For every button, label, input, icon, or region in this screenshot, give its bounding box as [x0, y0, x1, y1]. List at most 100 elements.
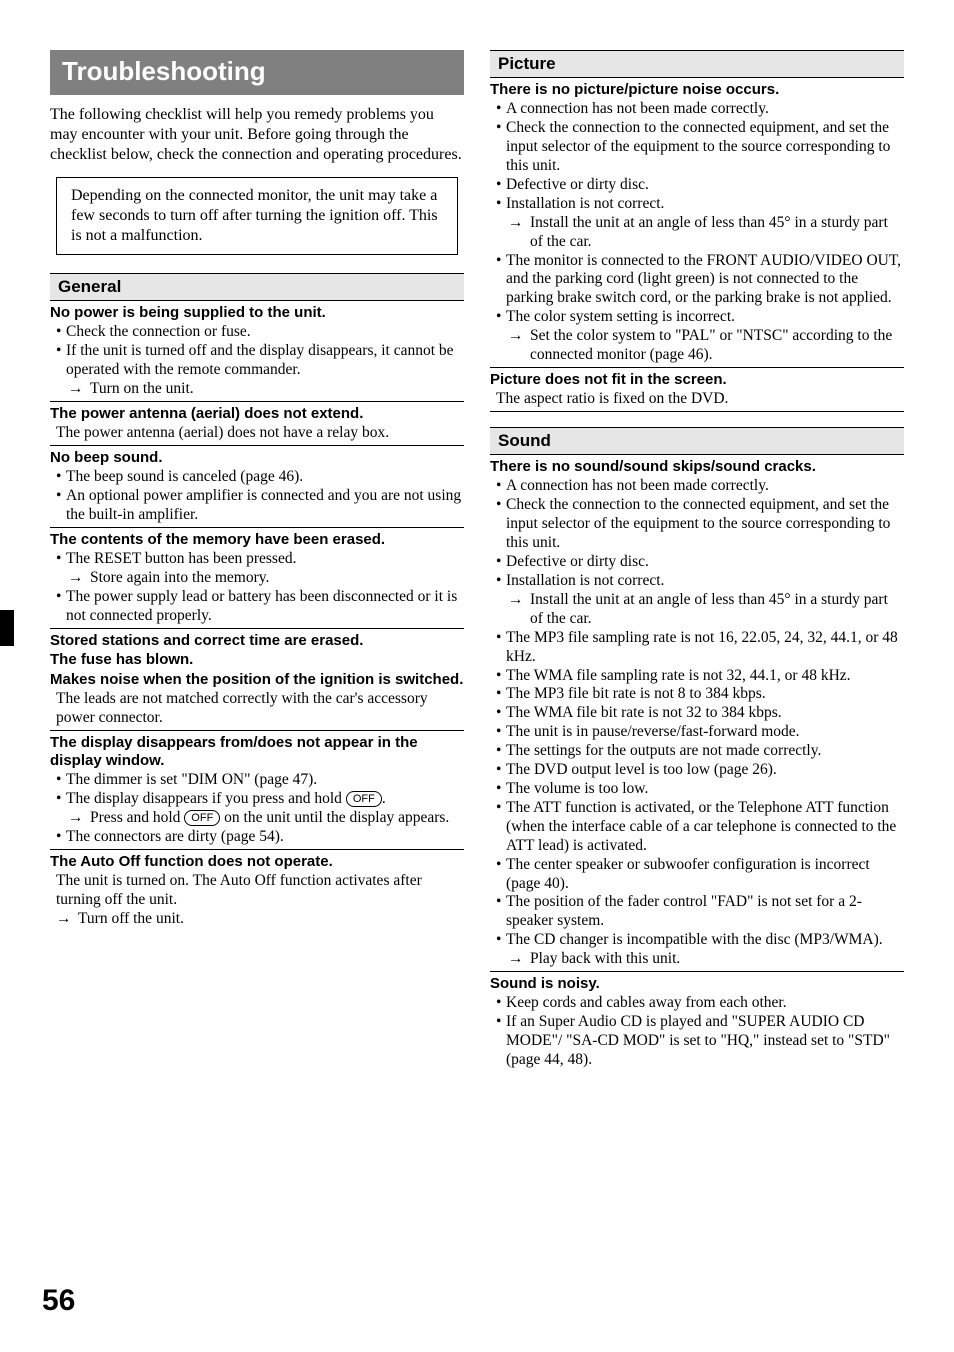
issue-body: The leads are not matched correctly with…: [50, 690, 464, 728]
bullet-icon: •: [56, 342, 66, 380]
bullet-icon: •: [496, 553, 506, 572]
bullet-text: Defective or dirty disc.: [506, 553, 904, 572]
arrow-text: Install the unit at an angle of less tha…: [530, 591, 904, 629]
bullet-text: The center speaker or subwoofer configur…: [506, 856, 904, 894]
bullet-text: Installation is not correct.: [506, 572, 904, 591]
bullet-icon: •: [56, 588, 66, 626]
issue-memory-erased: The contents of the memory have been era…: [50, 531, 464, 629]
bullet-text: Check the connection or fuse.: [66, 323, 464, 342]
bullet-icon: •: [56, 771, 66, 790]
issue-antenna: The power antenna (aerial) does not exte…: [50, 405, 464, 446]
issue-body: •Check the connection or fuse. •If the u…: [50, 323, 464, 399]
bullet-text: Defective or dirty disc.: [506, 176, 904, 195]
issue-title: The power antenna (aerial) does not exte…: [50, 405, 464, 423]
bullet-text: Check the connection to the connected eq…: [506, 119, 904, 176]
issue-body: •The RESET button has been pressed. →Sto…: [50, 550, 464, 626]
bullet-text: A connection has not been made correctly…: [506, 100, 904, 119]
issue-text: The power antenna (aerial) does not have…: [56, 424, 464, 443]
bullet-icon: •: [56, 468, 66, 487]
issue-title: There is no picture/picture noise occurs…: [490, 81, 904, 99]
bullet-text: Installation is not correct.: [506, 195, 904, 214]
issue-title: Stored stations and correct time are era…: [50, 632, 464, 650]
bullet-text: The WMA file bit rate is not 32 to 384 k…: [506, 704, 904, 723]
bullet-text: The beep sound is canceled (page 46).: [66, 468, 464, 487]
bullet-icon: •: [496, 176, 506, 195]
bullet-text: The display disappears if you press and …: [66, 790, 464, 809]
bullet-text: A connection has not been made correctly…: [506, 477, 904, 496]
page-title: Troubleshooting: [50, 50, 464, 95]
issue-title: The contents of the memory have been era…: [50, 531, 464, 549]
issue-title: Makes noise when the position of the ign…: [50, 671, 464, 689]
bullet-icon: •: [496, 252, 506, 309]
arrow-icon: →: [68, 569, 90, 588]
left-column: Troubleshooting The following checklist …: [50, 50, 464, 1075]
bullet-text: The WMA file sampling rate is not 32, 44…: [506, 667, 904, 686]
arrow-text: Turn off the unit.: [78, 910, 464, 929]
bullet-icon: •: [496, 496, 506, 553]
bullet-icon: •: [496, 994, 506, 1013]
arrow-icon: →: [508, 214, 530, 252]
issue-title: The display disappears from/does not app…: [50, 734, 464, 771]
bullet-icon: •: [56, 323, 66, 342]
issue-title: No beep sound.: [50, 449, 464, 467]
issue-body: •The dimmer is set "DIM ON" (page 47). •…: [50, 771, 464, 847]
bullet-text: The power supply lead or battery has bee…: [66, 588, 464, 626]
bullet-text: The color system setting is incorrect.: [506, 308, 904, 327]
issue-text: The unit is turned on. The Auto Off func…: [56, 872, 464, 910]
page-number: 56: [42, 1284, 75, 1318]
bullet-icon: •: [496, 119, 506, 176]
bullet-icon: •: [56, 550, 66, 569]
bullet-icon: •: [496, 572, 506, 591]
bullet-text: The DVD output level is too low (page 26…: [506, 761, 904, 780]
issue-body: •Keep cords and cables away from each ot…: [490, 994, 904, 1070]
issue-title: No power is being supplied to the unit.: [50, 304, 464, 322]
issue-body: •A connection has not been made correctl…: [490, 100, 904, 365]
bullet-icon: •: [496, 742, 506, 761]
content-wrapper: Troubleshooting The following checklist …: [50, 50, 904, 1075]
section-general: General: [50, 273, 464, 301]
arrow-icon: →: [68, 809, 90, 828]
bullet-text: Check the connection to the connected eq…: [506, 496, 904, 553]
issue-body: •A connection has not been made correctl…: [490, 477, 904, 969]
bullet-text: The position of the fader control "FAD" …: [506, 893, 904, 931]
arrow-icon: →: [68, 380, 90, 399]
bullet-text: The MP3 file sampling rate is not 16, 22…: [506, 629, 904, 667]
text-part: Press and hold: [90, 809, 184, 826]
bullet-icon: •: [496, 685, 506, 704]
text-part: on the unit until the display appears.: [220, 809, 449, 826]
page-edge-tab: [0, 610, 14, 646]
arrow-text: Set the color system to "PAL" or "NTSC" …: [530, 327, 904, 365]
arrow-icon: →: [508, 591, 530, 629]
issue-title: The fuse has blown.: [50, 651, 464, 669]
arrow-text: Turn on the unit.: [90, 380, 464, 399]
arrow-text: Install the unit at an angle of less tha…: [530, 214, 904, 252]
issue-no-picture: There is no picture/picture noise occurs…: [490, 81, 904, 368]
issue-body: The power antenna (aerial) does not have…: [50, 424, 464, 443]
bullet-text: The MP3 file bit rate is not 8 to 384 kb…: [506, 685, 904, 704]
issue-title: Picture does not fit in the screen.: [490, 371, 904, 389]
bullet-icon: •: [496, 100, 506, 119]
arrow-icon: →: [508, 327, 530, 365]
bullet-icon: •: [56, 828, 66, 847]
bullet-icon: •: [496, 931, 506, 950]
text-part: .: [382, 790, 386, 807]
issue-stored-stations: Stored stations and correct time are era…: [50, 632, 464, 731]
issue-body: The aspect ratio is fixed on the DVD.: [490, 390, 904, 409]
bullet-text: The RESET button has been pressed.: [66, 550, 464, 569]
intro-text: The following checklist will help you re…: [50, 105, 464, 165]
bullet-icon: •: [496, 1013, 506, 1070]
bullet-icon: •: [496, 629, 506, 667]
right-column: Picture There is no picture/picture nois…: [490, 50, 904, 1075]
arrow-text: Press and hold OFF on the unit until the…: [90, 809, 464, 828]
bullet-text: The connectors are dirty (page 54).: [66, 828, 464, 847]
issue-auto-off: The Auto Off function does not operate. …: [50, 853, 464, 931]
bullet-text: The dimmer is set "DIM ON" (page 47).: [66, 771, 464, 790]
bullet-text: An optional power amplifier is connected…: [66, 487, 464, 525]
bullet-icon: •: [496, 780, 506, 799]
issue-no-beep: No beep sound. •The beep sound is cancel…: [50, 449, 464, 528]
off-button-icon: OFF: [346, 791, 382, 807]
bullet-text: The settings for the outputs are not mad…: [506, 742, 904, 761]
bullet-text: The CD changer is incompatible with the …: [506, 931, 904, 950]
bullet-text: The monitor is connected to the FRONT AU…: [506, 252, 904, 309]
issue-no-sound: There is no sound/sound skips/sound crac…: [490, 458, 904, 972]
